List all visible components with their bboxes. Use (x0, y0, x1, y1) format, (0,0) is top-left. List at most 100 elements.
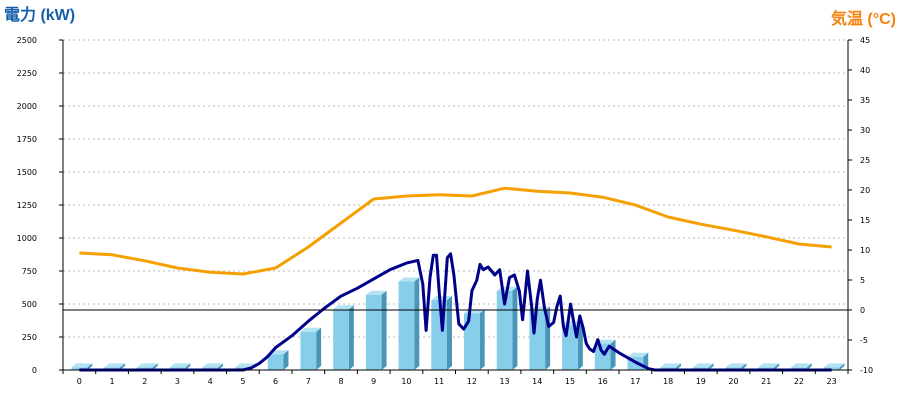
bar-side (152, 363, 158, 370)
bar-top (365, 290, 387, 295)
bar-side (512, 286, 518, 370)
bar-front (71, 367, 88, 370)
bar-side (708, 363, 714, 370)
x-tick-label: 8 (338, 377, 343, 386)
right-tick-label: 15 (860, 216, 870, 225)
series-lines (79, 186, 832, 372)
bar-top (398, 277, 420, 282)
bar-13 (496, 286, 518, 370)
x-tick-label: 3 (175, 377, 180, 386)
x-tick-label: 10 (401, 377, 411, 386)
bar-front (496, 290, 513, 370)
bar-front (365, 294, 382, 370)
bar-side (446, 296, 452, 370)
x-tick-label: 14 (532, 377, 542, 386)
bar-side (414, 277, 420, 370)
bar-front (464, 313, 480, 370)
bar-top (333, 305, 354, 310)
bar-front (267, 354, 284, 370)
bar-top (202, 363, 224, 368)
left-tick-label: 1000 (17, 234, 37, 243)
right-tick-label: -10 (860, 366, 873, 375)
bar-side (185, 363, 191, 370)
left-tick-label: 2500 (17, 36, 37, 45)
bar-top (725, 363, 747, 368)
bar-top (235, 363, 256, 368)
left-tick-label: 1250 (17, 201, 37, 210)
bar-front (398, 281, 415, 370)
x-tick-label: 12 (467, 377, 477, 386)
left-tick-label: 1500 (17, 168, 37, 177)
bar-side (675, 363, 681, 370)
bar-side (283, 350, 289, 370)
right-tick-label: 30 (860, 126, 870, 135)
x-tick-label: 15 (565, 377, 575, 386)
x-tick-label: 0 (77, 377, 82, 386)
power-line (79, 252, 832, 372)
bar-23 (823, 363, 845, 370)
bar-top (104, 363, 125, 368)
left-tick-label: 2000 (17, 102, 37, 111)
x-axis-ticks: 0 1 2 3 4 5 6 7 8 9 10 11 12 13 14 15 16 17 18 19 20 21 22 23 (62, 370, 849, 386)
bar-top (692, 363, 714, 368)
right-tick-label: 35 (860, 96, 870, 105)
right-tick-label: 45 (860, 36, 870, 45)
right-tick-label: -5 (860, 336, 868, 345)
bar-0 (71, 363, 93, 370)
right-axis-ticks: -10 -5 0 5 10 15 20 25 30 35 40 45 (848, 36, 873, 375)
x-tick-label: 13 (499, 377, 509, 386)
bar-top (71, 363, 93, 368)
x-tick-label: 20 (728, 377, 738, 386)
bar-side (381, 290, 387, 370)
right-tick-label: 5 (860, 276, 865, 285)
x-tick-label: 21 (761, 377, 771, 386)
x-tick-label: 4 (208, 377, 213, 386)
bar-side (577, 321, 583, 370)
right-tick-label: 25 (860, 156, 870, 165)
left-tick-label: 2250 (17, 69, 37, 78)
bar-side (348, 305, 354, 370)
right-tick-label: 0 (860, 306, 865, 315)
bar-top (627, 352, 649, 357)
x-tick-label: 22 (794, 377, 804, 386)
right-tick-label: 20 (860, 186, 870, 195)
x-tick-label: 16 (598, 377, 608, 386)
bar-side (839, 363, 845, 370)
bar-side (610, 339, 616, 370)
bar-front (300, 331, 317, 370)
bar-top (431, 296, 452, 301)
axes (62, 40, 849, 371)
bar-side (479, 309, 485, 370)
bar-top (758, 363, 780, 368)
bar-top (136, 363, 158, 368)
bar-top (660, 363, 681, 368)
bar-top (300, 327, 322, 332)
x-tick-label: 19 (696, 377, 706, 386)
x-tick-label: 7 (306, 377, 311, 386)
x-tick-label: 1 (110, 377, 115, 386)
x-tick-label: 18 (663, 377, 673, 386)
bar-8 (333, 305, 354, 370)
bar-side (218, 363, 224, 370)
bar-6 (267, 350, 289, 370)
bar-top (791, 363, 812, 368)
left-tick-label: 0 (32, 366, 37, 375)
bar-7 (300, 327, 322, 370)
power-bars (71, 277, 845, 370)
bar-side (774, 363, 780, 370)
bar-12 (464, 309, 485, 370)
x-tick-label: 5 (240, 377, 245, 386)
x-tick-label: 6 (273, 377, 278, 386)
bar-11 (431, 296, 452, 370)
left-tick-label: 1750 (17, 135, 37, 144)
bar-9 (365, 290, 387, 370)
left-tick-label: 250 (22, 333, 37, 342)
bar-side (806, 363, 812, 370)
right-axis-title: 気温 (°C) (831, 9, 896, 28)
bar-side (87, 363, 93, 370)
bar-side (741, 363, 747, 370)
bar-top (823, 363, 845, 368)
x-tick-label: 11 (434, 377, 444, 386)
x-tick-label: 17 (630, 377, 640, 386)
right-tick-label: 40 (860, 66, 870, 75)
